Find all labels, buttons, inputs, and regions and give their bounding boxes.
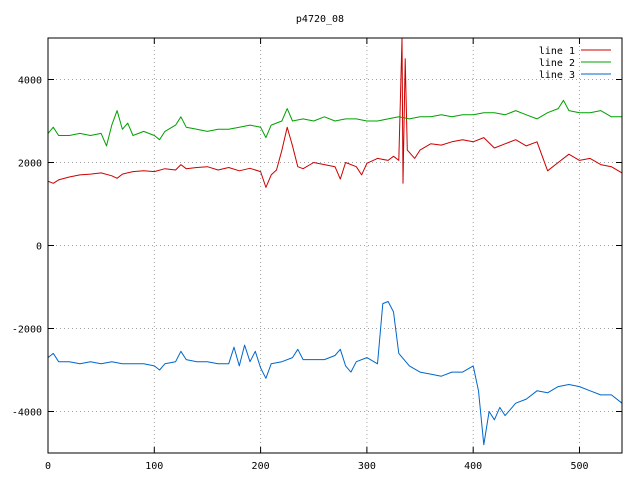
axis-layer: 0 100 200 300 400 500 -4000 -2000 0 2000 4000 [12,37,623,472]
x-tick-label: 300 [358,461,376,472]
y-tick-label: -4000 [12,408,42,419]
series-line-1 [47,37,623,188]
y-tick-label: 0 [36,242,42,253]
legend-label-1: line 1 [539,46,575,57]
y-tick-label: 4000 [18,76,42,87]
x-tick-label: 100 [145,461,163,472]
legend-label-2: line 2 [539,58,575,69]
x-tick-label: 500 [570,461,588,472]
series-line-2 [47,99,622,147]
y-tick-label: -2000 [12,325,42,336]
y-tick-label: 2000 [18,159,42,170]
legend-label-3: line 3 [539,70,575,81]
plot-frame [47,37,623,454]
series-line-3 [47,301,623,446]
x-tick-label: 400 [464,461,482,472]
chart-title: p4720_08 [296,14,344,25]
grid-layer [48,38,622,453]
series-layer [47,37,623,446]
x-tick-label: 200 [252,461,270,472]
x-tick-label: 0 [45,461,51,472]
